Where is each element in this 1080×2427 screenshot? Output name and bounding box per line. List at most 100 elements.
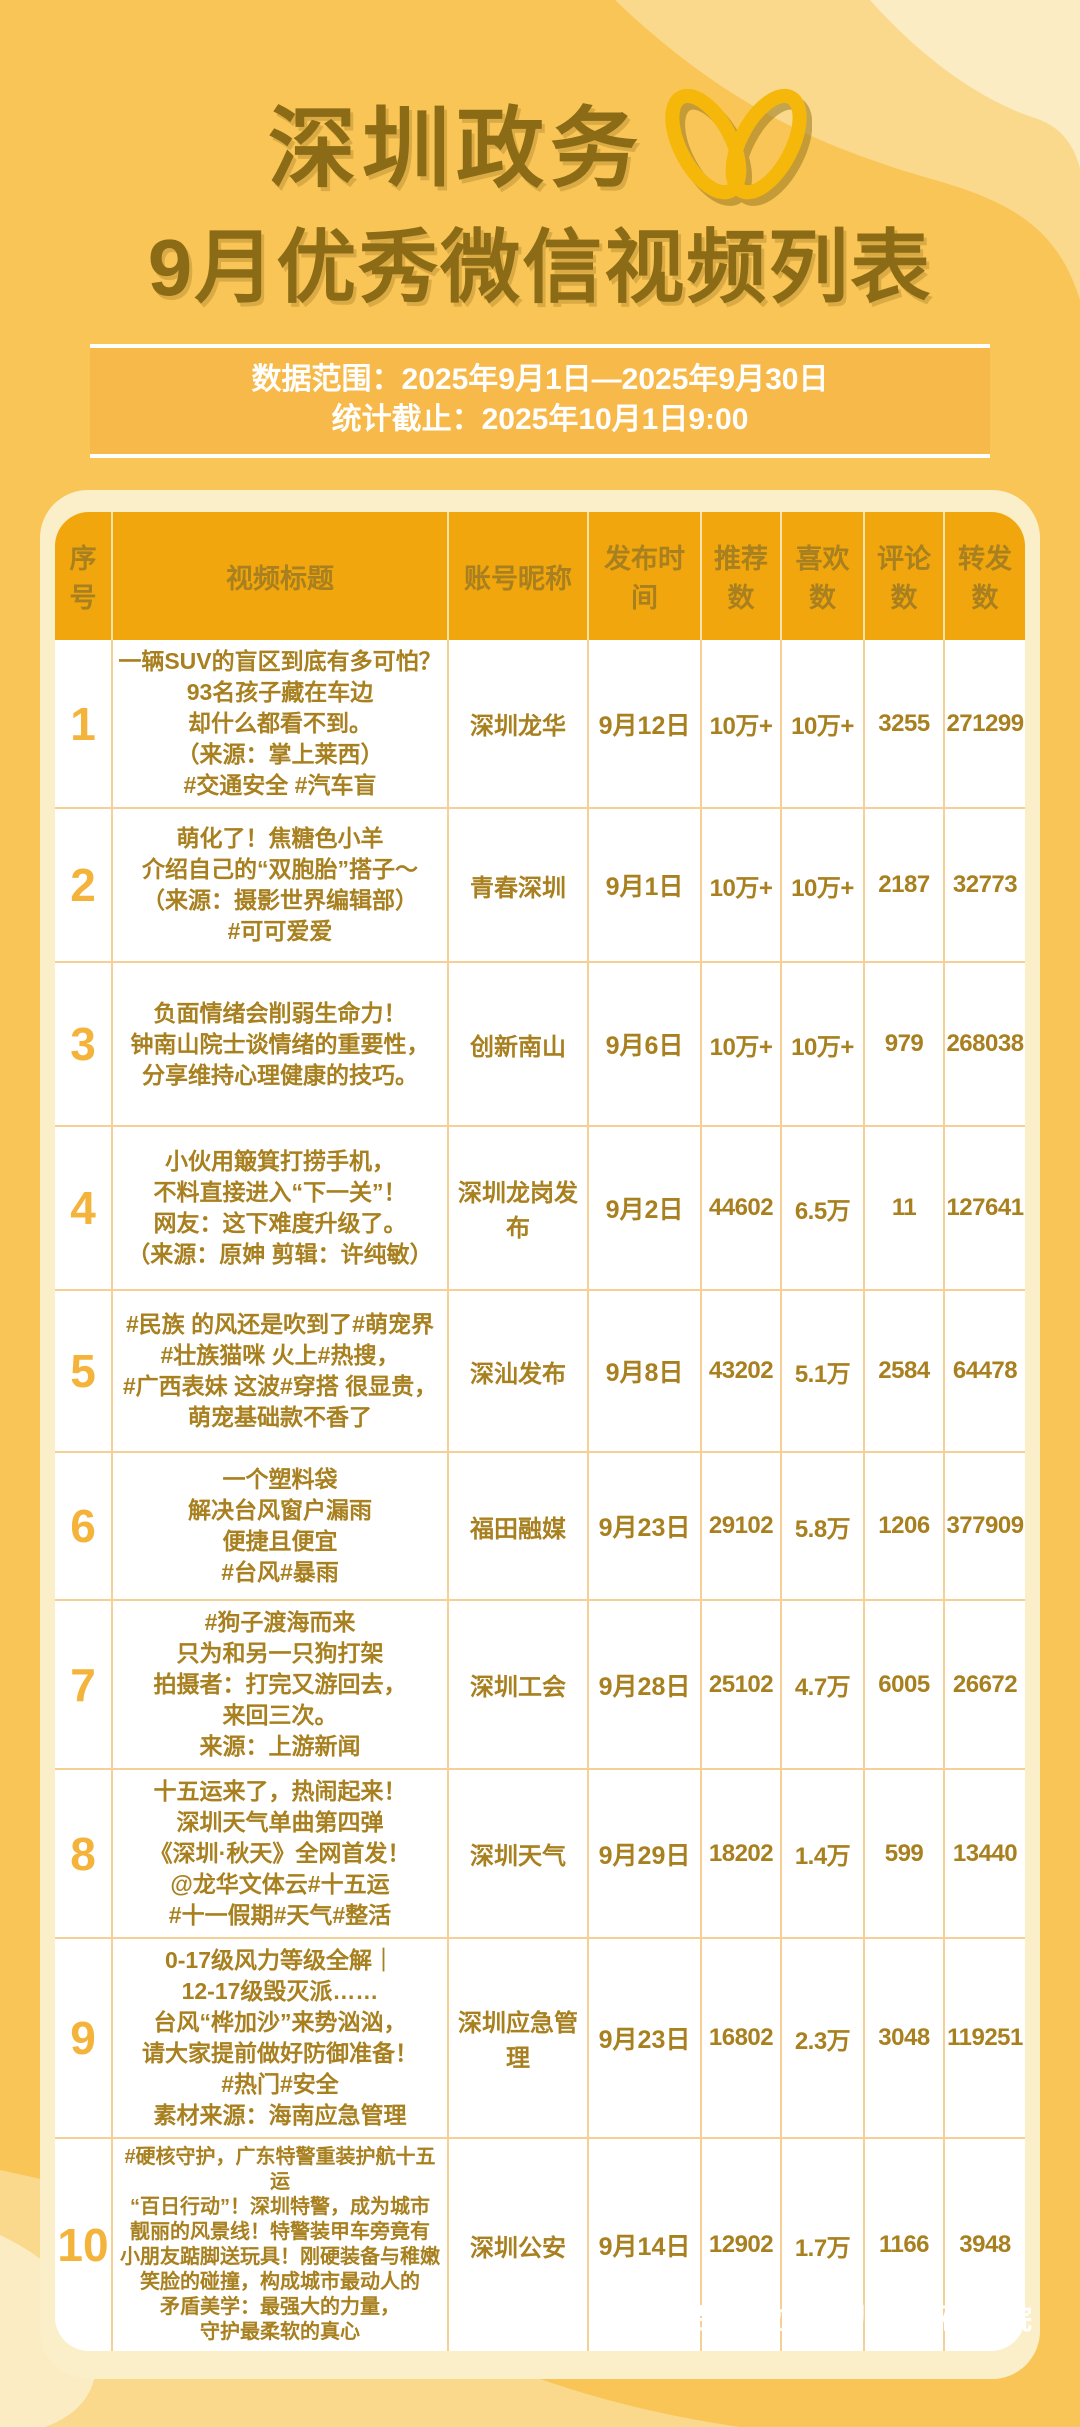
repost-count: 268038: [946, 1030, 1024, 1057]
like-count: 6.5万: [782, 1127, 865, 1289]
row-index: 10: [55, 2139, 113, 2351]
comment-count: 1166: [865, 2139, 945, 2351]
publish-date: 9月1日: [589, 809, 702, 961]
video-title: 一个塑料袋 解决台风窗户漏雨 便捷且便宜 #台风#暴雨: [113, 1453, 449, 1599]
publish-date: 9月6日: [589, 963, 702, 1125]
publish-date: 9月12日: [589, 640, 702, 807]
repost-count: 119251: [947, 2024, 1023, 2051]
like-count: 2.3万: [782, 1939, 865, 2137]
recommend-count: 25102: [702, 1601, 782, 1768]
recommend-count: 18202: [702, 1770, 782, 1937]
col-header-date: 发布时间: [589, 512, 702, 640]
table-row: 5 #民族 的风还是吹到了#萌宠界 #壮族猫咪 火上#热搜， #广西表妹 这波#…: [55, 1289, 1025, 1451]
row-index: 7: [55, 1601, 113, 1768]
video-title: 负面情绪会削弱生命力！ 钟南山院士谈情绪的重要性， 分享维持心理健康的技巧。: [113, 963, 449, 1125]
comment-count: 3255: [865, 640, 945, 807]
table-row: 10 #硬核守护，广东特警重装护航十五运 “百日行动”！深圳特警，成为城市 靓丽…: [55, 2137, 1025, 2351]
table-row: 3 负面情绪会削弱生命力！ 钟南山院士谈情绪的重要性， 分享维持心理健康的技巧。…: [55, 961, 1025, 1125]
wave-top-right-light: [870, 0, 1080, 168]
like-count: 4.7万: [782, 1601, 865, 1768]
col-header-recommend: 推荐数: [702, 512, 782, 640]
recommend-count: 44602: [702, 1127, 782, 1289]
repost-count: 377909: [946, 1512, 1024, 1539]
video-ranking-table: 序号 视频标题 账号昵称 发布时间 推荐数 喜欢数 评论数 转发数 1 一辆SU…: [40, 490, 1040, 2379]
account-name: 深汕发布: [449, 1291, 589, 1451]
comment-count: 2187: [865, 809, 945, 961]
comment-count: 3048: [865, 1939, 945, 2137]
comment-count: 6005: [865, 1601, 945, 1768]
page-subtitle: 9月优秀微信视频列表: [147, 223, 933, 312]
col-header-title: 视频标题: [113, 512, 449, 640]
comment-count: 599: [865, 1770, 945, 1937]
producer-credit: 出品单位 | 深圳舆情研究院: [662, 2304, 1034, 2336]
table-body: 1 一辆SUV的盲区到底有多可怕？ 93名孩子藏在车边 却什么都看不到。 （来源…: [55, 640, 1025, 2351]
row-index: 6: [55, 1453, 113, 1599]
account-name: 青春深圳: [449, 809, 589, 961]
row-index: 2: [55, 809, 113, 961]
video-title: 萌化了！焦糖色小羊 介绍自己的“双胞胎”搭子～ （来源：摄影世界编辑部） #可可…: [113, 809, 449, 961]
publish-date: 9月2日: [589, 1127, 702, 1289]
publish-date: 9月28日: [589, 1601, 702, 1768]
video-title: 小伙用簸箕打捞手机， 不料直接进入“下一关”！ 网友：这下难度升级了。 （来源：…: [113, 1127, 449, 1289]
repost-count: 32773: [952, 871, 1018, 898]
comment-count: 1206: [865, 1453, 945, 1599]
col-header-repost: 转发数: [958, 544, 1012, 613]
comment-count: 11: [865, 1127, 945, 1289]
recommend-count: 43202: [702, 1291, 782, 1451]
table-header-row: 序号 视频标题 账号昵称 发布时间 推荐数 喜欢数 评论数 转发数: [55, 512, 1025, 640]
table-row: 9 0-17级风力等级全解｜ 12-17级毁灭派…… 台风“桦加沙”来势汹汹， …: [55, 1937, 1025, 2137]
video-title: #狗子渡海而来 只为和另一只狗打架 拍摄者：打完又游回去， 来回三次。 来源：上…: [113, 1601, 449, 1768]
row-index: 5: [55, 1291, 113, 1451]
publish-date: 9月23日: [589, 1939, 702, 2137]
col-header-account: 账号昵称: [449, 512, 589, 640]
account-name: 深圳公安: [449, 2139, 589, 2351]
like-count: 10万+: [782, 963, 865, 1125]
account-name: 深圳应急管理: [449, 1939, 589, 2137]
like-count: 1.4万: [782, 1770, 865, 1937]
publish-date: 9月23日: [589, 1453, 702, 1599]
wechat-channels-icon: [665, 88, 812, 206]
account-name: 深圳龙岗发布: [449, 1127, 589, 1289]
meta-date-box: 数据范围：2025年9月1日—2025年9月30日 统计截止：2025年10月1…: [90, 344, 990, 458]
col-header-index: 序号: [55, 512, 113, 640]
repost-count: 3948: [959, 2231, 1011, 2258]
like-count: 10万+: [782, 809, 865, 961]
recommend-count: 16802: [702, 1939, 782, 2137]
publish-date: 9月29日: [589, 1770, 702, 1937]
col-header-comment: 评论数: [865, 512, 945, 640]
account-name: 深圳工会: [449, 1601, 589, 1768]
account-name: 福田融媒: [449, 1453, 589, 1599]
publish-date: 9月8日: [589, 1291, 702, 1451]
page-title: 深圳政务: [267, 99, 644, 198]
table-row: 2 萌化了！焦糖色小羊 介绍自己的“双胞胎”搭子～ （来源：摄影世界编辑部） #…: [55, 807, 1025, 961]
like-count: 1.7万: [782, 2139, 865, 2351]
comment-count: 979: [865, 963, 945, 1125]
video-title: 十五运来了，热闹起来！ 深圳天气单曲第四弹 《深圳·秋天》全网首发！ @龙华文体…: [113, 1770, 449, 1937]
table-row: 6 一个塑料袋 解决台风窗户漏雨 便捷且便宜 #台风#暴雨 福田融媒 9月23日…: [55, 1451, 1025, 1599]
account-name: 深圳龙华: [449, 640, 589, 807]
publish-date: 9月14日: [589, 2139, 702, 2351]
row-index: 9: [55, 1939, 113, 2137]
video-title: 一辆SUV的盲区到底有多可怕？ 93名孩子藏在车边 却什么都看不到。 （来源：掌…: [113, 640, 449, 807]
table-row: 4 小伙用簸箕打捞手机， 不料直接进入“下一关”！ 网友：这下难度升级了。 （来…: [55, 1125, 1025, 1289]
table-row: 7 #狗子渡海而来 只为和另一只狗打架 拍摄者：打完又游回去， 来回三次。 来源…: [55, 1599, 1025, 1768]
video-title: #民族 的风还是吹到了#萌宠界 #壮族猫咪 火上#热搜， #广西表妹 这波#穿搭…: [113, 1291, 449, 1451]
row-index: 8: [55, 1770, 113, 1937]
account-name: 深圳天气: [449, 1770, 589, 1937]
like-count: 5.8万: [782, 1453, 865, 1599]
repost-count: 13440: [952, 1839, 1018, 1867]
video-title: #硬核守护，广东特警重装护航十五运 “百日行动”！深圳特警，成为城市 靓丽的风景…: [113, 2139, 449, 2351]
like-count: 5.1万: [782, 1291, 865, 1451]
recommend-count: 10万+: [702, 963, 782, 1125]
row-index: 1: [55, 640, 113, 807]
repost-count: 26672: [952, 1670, 1018, 1698]
row-index: 4: [55, 1127, 113, 1289]
repost-count: 127641: [946, 1194, 1024, 1221]
col-header-like: 喜欢数: [782, 512, 865, 640]
stat-deadline-text: 统计截止：2025年10月1日9:00: [331, 403, 749, 436]
video-title: 0-17级风力等级全解｜ 12-17级毁灭派…… 台风“桦加沙”来势汹汹， 请大…: [113, 1939, 449, 2137]
account-name: 创新南山: [449, 963, 589, 1125]
like-count: 10万+: [782, 640, 865, 807]
recommend-count: 10万+: [702, 640, 782, 807]
comment-count: 2584: [865, 1291, 945, 1451]
